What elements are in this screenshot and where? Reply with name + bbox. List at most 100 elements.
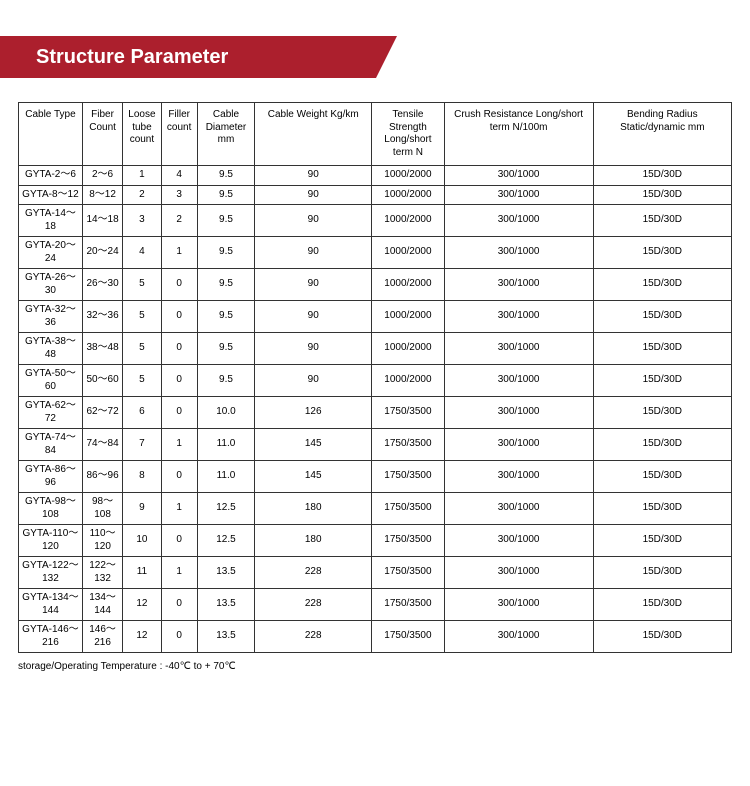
col-header: Cable Diameter mm: [197, 103, 254, 166]
table-row: GYTA-26～3026～30509.5901000/2000300/10001…: [19, 269, 732, 301]
table-cell: 90: [255, 365, 372, 397]
table-cell: 1750/3500: [372, 621, 444, 653]
table-cell: 110～120: [82, 525, 122, 557]
table-cell: 9.5: [197, 333, 254, 365]
table-cell: 12: [123, 621, 161, 653]
table-cell: 300/1000: [444, 525, 593, 557]
table-cell: 5: [123, 301, 161, 333]
table-cell: 10: [123, 525, 161, 557]
col-header: Bending Radius Static/dynamic mm: [593, 103, 731, 166]
table-cell: 300/1000: [444, 237, 593, 269]
col-header: Tensile Strength Long/short term N: [372, 103, 444, 166]
table-cell: 228: [255, 621, 372, 653]
table-row: GYTA-20～2420～24419.5901000/2000300/10001…: [19, 237, 732, 269]
table-cell: GYTA-8～12: [19, 185, 83, 205]
table-cell: 0: [161, 333, 197, 365]
table-cell: 9.5: [197, 185, 254, 205]
table-cell: 8: [123, 461, 161, 493]
table-cell: 15D/30D: [593, 301, 731, 333]
table-cell: 9.5: [197, 365, 254, 397]
table-cell: 14～18: [82, 205, 122, 237]
table-cell: 1: [161, 557, 197, 589]
col-header: Crush Resistance Long/short term N/100m: [444, 103, 593, 166]
table-row: GYTA-110～120110～12010012.51801750/350030…: [19, 525, 732, 557]
table-cell: 2～6: [82, 166, 122, 186]
table-cell: 228: [255, 557, 372, 589]
table-cell: 3: [123, 205, 161, 237]
table-cell: 86～96: [82, 461, 122, 493]
table-cell: 1000/2000: [372, 237, 444, 269]
table-cell: 12.5: [197, 525, 254, 557]
table-cell: 15D/30D: [593, 166, 731, 186]
table-cell: 9.5: [197, 269, 254, 301]
table-row: GYTA-32～3632～36509.5901000/2000300/10001…: [19, 301, 732, 333]
table-cell: 4: [161, 166, 197, 186]
table-cell: 90: [255, 237, 372, 269]
table-cell: GYTA-98～108: [19, 493, 83, 525]
table-cell: 13.5: [197, 557, 254, 589]
table-row: GYTA-86～9686～968011.01451750/3500300/100…: [19, 461, 732, 493]
col-header: Cable Type: [19, 103, 83, 166]
table-cell: 9: [123, 493, 161, 525]
table-cell: 32～36: [82, 301, 122, 333]
table-cell: 1750/3500: [372, 557, 444, 589]
table-cell: 300/1000: [444, 333, 593, 365]
table-cell: 8～12: [82, 185, 122, 205]
table-cell: 300/1000: [444, 429, 593, 461]
table-cell: 1750/3500: [372, 429, 444, 461]
table-cell: 15D/30D: [593, 185, 731, 205]
table-cell: GYTA-38～48: [19, 333, 83, 365]
table-cell: 9.5: [197, 301, 254, 333]
table-cell: 1000/2000: [372, 166, 444, 186]
col-header: Fiber Count: [82, 103, 122, 166]
table-cell: GYTA-62～72: [19, 397, 83, 429]
table-cell: 300/1000: [444, 397, 593, 429]
table-cell: 11.0: [197, 461, 254, 493]
table-cell: 11.0: [197, 429, 254, 461]
table-cell: GYTA-32～36: [19, 301, 83, 333]
table-cell: 62～72: [82, 397, 122, 429]
table-cell: 300/1000: [444, 269, 593, 301]
table-row: GYTA-134～144134～14412013.52281750/350030…: [19, 589, 732, 621]
table-cell: 90: [255, 333, 372, 365]
table-cell: 90: [255, 185, 372, 205]
table-cell: 9.5: [197, 237, 254, 269]
table-cell: 0: [161, 621, 197, 653]
table-cell: 145: [255, 429, 372, 461]
table-cell: 145: [255, 461, 372, 493]
table-cell: 0: [161, 269, 197, 301]
table-cell: 300/1000: [444, 621, 593, 653]
table-cell: 300/1000: [444, 557, 593, 589]
table-cell: 13.5: [197, 589, 254, 621]
table-cell: 90: [255, 166, 372, 186]
table-cell: 1000/2000: [372, 333, 444, 365]
table-cell: 90: [255, 269, 372, 301]
table-body: GYTA-2～62～6149.5901000/2000300/100015D/3…: [19, 166, 732, 653]
table-cell: 300/1000: [444, 301, 593, 333]
table-cell: 1750/3500: [372, 397, 444, 429]
table-cell: 15D/30D: [593, 493, 731, 525]
table-cell: 13.5: [197, 621, 254, 653]
col-header: Cable Weight Kg/km: [255, 103, 372, 166]
table-row: GYTA-98～10898～1089112.51801750/3500300/1…: [19, 493, 732, 525]
table-cell: 1000/2000: [372, 185, 444, 205]
table-cell: 1: [161, 493, 197, 525]
table-cell: 15D/30D: [593, 557, 731, 589]
table-cell: 26～30: [82, 269, 122, 301]
table-cell: 1000/2000: [372, 365, 444, 397]
section-title: Structure Parameter: [0, 36, 376, 78]
table-cell: 50～60: [82, 365, 122, 397]
table-cell: 0: [161, 525, 197, 557]
table-row: GYTA-50～6050～60509.5901000/2000300/10001…: [19, 365, 732, 397]
table-cell: 1: [161, 237, 197, 269]
table-cell: 126: [255, 397, 372, 429]
table-cell: 15D/30D: [593, 237, 731, 269]
table-cell: 15D/30D: [593, 269, 731, 301]
table-cell: 5: [123, 365, 161, 397]
table-cell: 1750/3500: [372, 525, 444, 557]
table-cell: 90: [255, 301, 372, 333]
table-cell: 1: [161, 429, 197, 461]
table-row: GYTA-2～62～6149.5901000/2000300/100015D/3…: [19, 166, 732, 186]
table-cell: 11: [123, 557, 161, 589]
table-cell: 0: [161, 589, 197, 621]
